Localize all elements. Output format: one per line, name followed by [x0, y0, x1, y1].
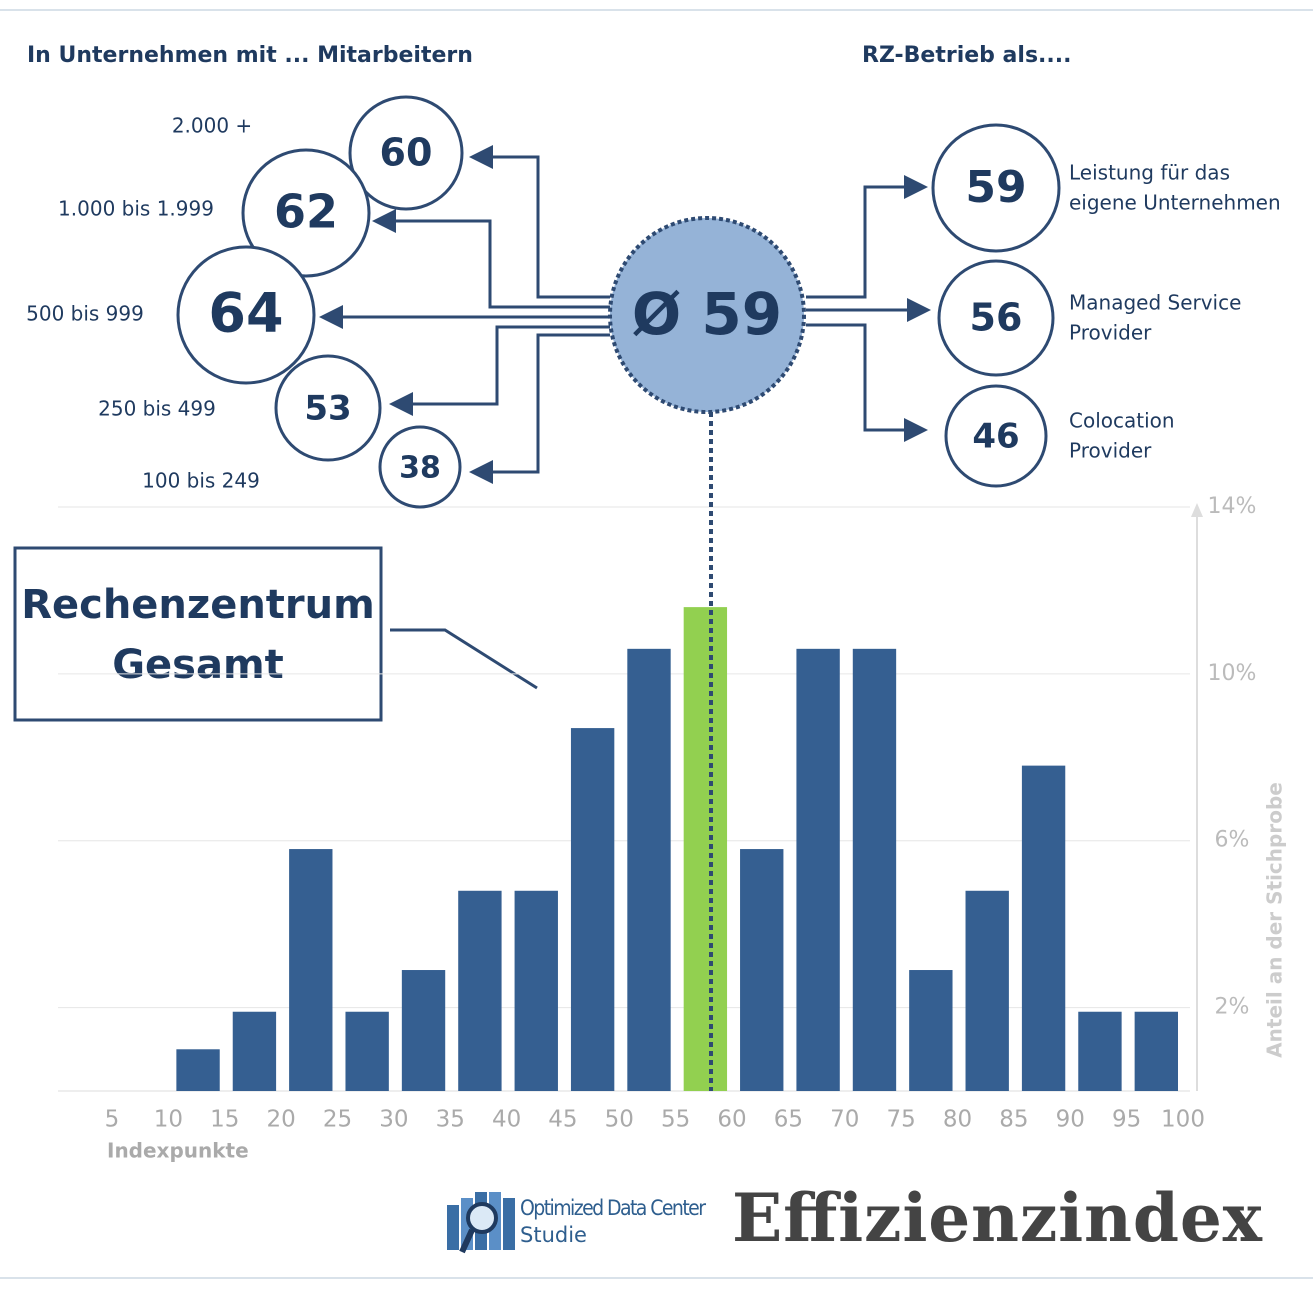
bar	[289, 849, 333, 1091]
y-tick-label: 14%	[1208, 494, 1257, 519]
average-number: 59	[701, 280, 782, 348]
x-tick-label: 5	[105, 1107, 120, 1133]
group-label: 500 bis 999	[26, 302, 144, 326]
x-tick-label: 100	[1161, 1107, 1205, 1133]
x-tick-label: 90	[1056, 1107, 1085, 1133]
group-label: 2.000 +	[172, 114, 252, 138]
value-circle	[348, 95, 464, 211]
callout-line	[390, 628, 538, 690]
group-value: 46	[972, 417, 1019, 457]
group-label: Managed Service	[1069, 291, 1241, 315]
y-tick-label: 10%	[1208, 661, 1257, 686]
group-label: 1.000 bis 1.999	[58, 197, 214, 221]
x-tick-label: 10	[154, 1107, 183, 1133]
group-label: Leistung für das	[1069, 161, 1230, 185]
y-tick-label: 2%	[1215, 995, 1250, 1020]
x-tick-label: 85	[999, 1107, 1028, 1133]
group-value: 38	[399, 451, 441, 486]
bar	[1134, 1011, 1178, 1091]
bar	[458, 890, 502, 1091]
connector	[469, 145, 610, 299]
bar	[740, 849, 784, 1091]
bar	[852, 648, 897, 1091]
bar	[1078, 1011, 1122, 1091]
x-tick-label: 20	[266, 1107, 295, 1133]
logo-sub: Studie	[520, 1223, 587, 1247]
value-circle	[274, 354, 382, 462]
value-circle	[931, 123, 1061, 253]
bar	[627, 648, 671, 1091]
group-label: eigene Unternehmen	[1069, 191, 1281, 215]
value-circle	[378, 425, 462, 509]
connector	[806, 175, 928, 299]
group-label: Provider	[1069, 321, 1152, 345]
group-value: 56	[970, 296, 1023, 340]
logo-icon	[447, 1192, 515, 1254]
bar	[514, 890, 558, 1091]
x-tick-label: 40	[492, 1107, 521, 1133]
average-value: Ø 59	[632, 280, 782, 348]
x-tick-label: 70	[830, 1107, 859, 1133]
bar	[345, 1011, 389, 1091]
bar	[909, 970, 953, 1091]
callout-box	[13, 546, 383, 722]
group-value: 60	[380, 131, 433, 175]
callout-text: Rechenzentrum	[21, 582, 375, 628]
x-tick-label: 45	[548, 1107, 577, 1133]
x-tick-label: 55	[661, 1107, 690, 1133]
value-circle	[944, 384, 1048, 488]
x-tick-label: 60	[717, 1107, 746, 1133]
x-tick-label: 35	[436, 1107, 465, 1133]
connector	[389, 325, 610, 416]
x-tick-label: 25	[323, 1107, 352, 1133]
bar	[796, 648, 840, 1091]
average-symbol: Ø	[632, 280, 681, 348]
average-circle	[608, 216, 806, 414]
bar	[232, 1011, 277, 1091]
y-axis-arrow	[1191, 503, 1203, 517]
callout-text: Gesamt	[112, 642, 284, 688]
connector	[806, 323, 928, 442]
bar	[176, 1049, 220, 1091]
bar	[965, 890, 1009, 1091]
bar	[683, 607, 728, 1091]
value-circle	[176, 245, 316, 385]
value-circle	[241, 148, 371, 278]
x-tick-label: 50	[605, 1107, 634, 1133]
group-label: 250 bis 499	[98, 397, 216, 421]
x-tick-label: 95	[1112, 1107, 1141, 1133]
right-title: RZ-Betrieb als....	[862, 43, 1071, 68]
x-tick-label: 75	[887, 1107, 916, 1133]
x-tick-label: 15	[210, 1107, 239, 1133]
group-value: 62	[274, 185, 338, 239]
bar	[1021, 765, 1066, 1091]
group-value: 53	[304, 389, 351, 429]
bar	[570, 728, 615, 1091]
x-tick-label: 65	[774, 1107, 803, 1133]
group-label: Provider	[1069, 439, 1152, 463]
logo-name: Optimized Data Center	[520, 1196, 706, 1220]
x-tick-label: 30	[379, 1107, 408, 1133]
connector	[372, 209, 610, 309]
group-value: 59	[965, 162, 1026, 213]
left-title: In Unternehmen mit ... Mitarbeitern	[27, 43, 473, 68]
group-value: 64	[208, 282, 283, 345]
group-label: 100 bis 249	[142, 469, 260, 493]
connector	[469, 333, 610, 484]
bar	[401, 970, 446, 1091]
x-tick-label: 80	[943, 1107, 972, 1133]
x-axis-label: Indexpunkte	[107, 1139, 249, 1163]
y-tick-label: 6%	[1215, 828, 1250, 853]
value-circle	[937, 259, 1055, 377]
group-label: Colocation	[1069, 409, 1175, 433]
brand: Effizienzindex	[732, 1179, 1263, 1257]
y-axis-label: Anteil an der Stichprobe	[1263, 782, 1287, 1058]
